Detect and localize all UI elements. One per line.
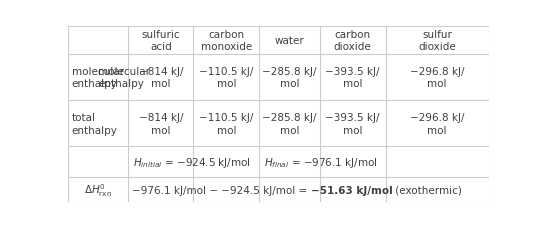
Text: −814 kJ/
mol: −814 kJ/ mol [138,113,183,135]
Text: −110.5 kJ/
mol: −110.5 kJ/ mol [199,67,254,89]
Text: −296.8 kJ/
mol: −296.8 kJ/ mol [410,113,464,135]
Text: −51.63 kJ/mol: −51.63 kJ/mol [311,185,393,195]
Text: $\mathit{H}_{\mathit{final}}$ = −976.1 kJ/mol: $\mathit{H}_{\mathit{final}}$ = −976.1 k… [264,155,378,169]
Text: −285.8 kJ/
mol: −285.8 kJ/ mol [262,113,317,135]
Text: water: water [275,36,305,46]
Text: total
enthalpy: total enthalpy [72,113,118,135]
Text: sulfuric
acid: sulfuric acid [142,30,180,52]
Text: −110.5 kJ/
mol: −110.5 kJ/ mol [199,113,254,135]
Text: carbon
monoxide: carbon monoxide [201,30,252,52]
Text: −296.8 kJ/
mol: −296.8 kJ/ mol [410,67,464,89]
Text: (exothermic): (exothermic) [393,185,462,195]
Text: molecular
enthalpy: molecular enthalpy [72,67,124,89]
Text: −976.1 kJ/mol − −924.5 kJ/mol =: −976.1 kJ/mol − −924.5 kJ/mol = [132,185,311,195]
Text: sulfur
dioxide: sulfur dioxide [418,30,456,52]
Text: $\mathit{H}_{\mathit{initial}}$ = −924.5 kJ/mol: $\mathit{H}_{\mathit{initial}}$ = −924.5… [133,155,251,169]
Text: −393.5 kJ/
mol: −393.5 kJ/ mol [325,113,380,135]
Text: −393.5 kJ/
mol: −393.5 kJ/ mol [325,67,380,89]
Text: $\Delta H^0_\mathrm{rxn}$: $\Delta H^0_\mathrm{rxn}$ [84,181,112,198]
Text: molecular
enthalpy: molecular enthalpy [98,67,150,89]
Text: −814 kJ/
mol: −814 kJ/ mol [138,67,183,89]
Text: −285.8 kJ/
mol: −285.8 kJ/ mol [262,67,317,89]
Text: carbon
dioxide: carbon dioxide [334,30,371,52]
